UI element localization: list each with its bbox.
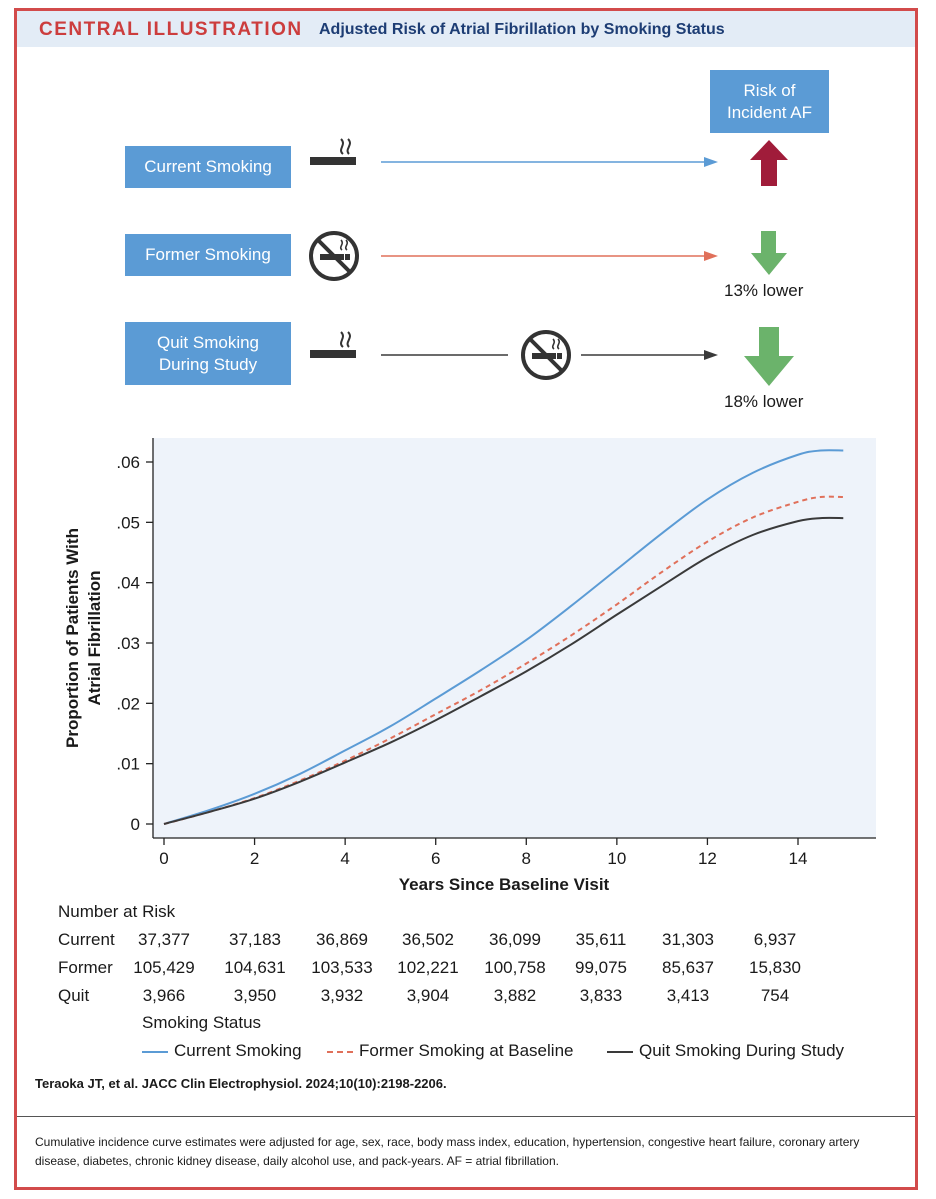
quit-result-text: 18% lower: [724, 392, 804, 411]
divider: [17, 1116, 915, 1117]
risk-cell: 31,303: [662, 930, 714, 949]
y-tick-label: .03: [116, 634, 140, 653]
y-tick-label: .06: [116, 453, 140, 472]
risk-cell: 3,950: [233, 986, 277, 1005]
y-axis-label-line: Proportion of Patients With: [63, 528, 82, 748]
y-tick-label: .02: [116, 694, 140, 713]
former-result-text: 13% lower: [724, 281, 804, 300]
y-tick-label: .04: [116, 574, 140, 593]
down-arrow-icon: [751, 231, 787, 275]
risk-cell: 3,882: [493, 986, 537, 1005]
y-tick-label: .01: [116, 755, 140, 774]
number-at-risk-title: Number at Risk: [58, 902, 176, 921]
risk-of-af-header-box: Risk of Incident AF: [710, 70, 829, 133]
footnote: Cumulative incidence curve estimates wer…: [35, 1135, 860, 1168]
risk-cell: 99,075: [575, 958, 627, 977]
y-axis-label-line: Atrial Fibrillation: [85, 570, 104, 705]
legend-swatch: [142, 1051, 168, 1053]
citation: Teraoka JT, et al. JACC Clin Electrophys…: [35, 1076, 447, 1091]
large-down-arrow-icon: [744, 327, 794, 386]
legend-title: Smoking Status: [142, 1013, 262, 1032]
risk-row-label: Quit: [58, 986, 90, 1005]
legend-swatch: [327, 1051, 353, 1053]
risk-cell: 3,904: [406, 986, 450, 1005]
risk-cell: 102,221: [397, 958, 459, 977]
x-axis-label: Years Since Baseline Visit: [399, 875, 610, 894]
legend-label: Former Smoking at Baseline: [359, 1041, 574, 1060]
risk-cell: 100,758: [484, 958, 546, 977]
risk-cell: 3,833: [579, 986, 623, 1005]
risk-cell: 36,869: [316, 930, 368, 949]
current-arrow-head: [704, 157, 718, 167]
risk-header-line: Incident AF: [726, 102, 813, 122]
former-smoking-label: Former Smoking: [145, 245, 271, 264]
risk-header-line: Risk of: [743, 80, 796, 100]
figure-title: Adjusted Risk of Atrial Fibrillation by …: [319, 21, 725, 38]
series-lines: [163, 449, 844, 825]
risk-cell: 15,830: [749, 958, 801, 977]
risk-row-label: Former: [58, 958, 113, 977]
y-ticks: 0 .01 .02 .03 .04 .05 .06: [116, 453, 153, 834]
legend-label: Quit Smoking During Study: [639, 1041, 845, 1060]
current-smoking-label: Current Smoking: [144, 157, 272, 176]
quit-arrow-head: [704, 350, 718, 360]
risk-cell: 37,377: [138, 930, 190, 949]
risk-cell: 6,937: [753, 930, 797, 949]
risk-cell: 36,099: [489, 930, 541, 949]
x-tick-label: 12: [698, 849, 717, 868]
series-line-quit: [163, 516, 844, 825]
y-tick-label: .05: [116, 513, 140, 532]
risk-cell: 104,631: [224, 958, 286, 977]
risk-cell: 37,183: [229, 930, 281, 949]
risk-cell: 3,932: [320, 986, 364, 1005]
central-illustration-badge: CENTRAL ILLUSTRATION: [39, 19, 303, 40]
risk-row-label: Current: [58, 930, 115, 949]
current-smoking-box: Current Smoking: [125, 146, 291, 188]
figure-header: CENTRAL ILLUSTRATION Adjusted Risk of At…: [17, 11, 915, 47]
x-tick-label: 4: [340, 849, 349, 868]
quit-smoking-label-line: Quit Smoking: [156, 332, 260, 352]
plot-area: [153, 438, 876, 838]
risk-cell: 3,413: [666, 986, 710, 1005]
x-tick-label: 8: [522, 849, 531, 868]
x-tick-label: 6: [431, 849, 440, 868]
risk-cell: 35,611: [575, 930, 627, 949]
former-arrow-head: [704, 251, 718, 261]
risk-cell: 105,429: [133, 958, 195, 977]
risk-cell: 36,502: [402, 930, 454, 949]
series-line-current: [163, 449, 844, 825]
x-tick-label: 14: [789, 849, 808, 868]
y-tick-label: 0: [131, 815, 140, 834]
smoking-diagram: [309, 138, 794, 386]
risk-cell: 85,637: [662, 958, 714, 977]
quit-smoking-label-line: During Study: [158, 354, 258, 374]
risk-cell: 103,533: [311, 958, 373, 977]
x-ticks: 0 2 4 6 8 10 12 14: [159, 838, 807, 868]
up-arrow-icon: [750, 140, 788, 186]
af-incidence-chart: 0 2 4 6 8 10 12 14 0 .01 .02 .03 .04 .05 .06 Years Si…: [63, 438, 876, 894]
x-tick-label: 2: [250, 849, 259, 868]
risk-cell: 3,966: [142, 986, 186, 1005]
x-tick-label: 10: [607, 849, 626, 868]
x-tick-label: 0: [159, 849, 168, 868]
legend-swatch: [607, 1051, 633, 1053]
legend-label: Current Smoking: [174, 1041, 302, 1060]
former-smoking-box: Former Smoking: [125, 234, 291, 276]
risk-cell: 754: [760, 986, 790, 1005]
quit-smoking-box: Quit Smoking During Study: [125, 322, 291, 385]
figure-frame: [14, 8, 918, 1190]
